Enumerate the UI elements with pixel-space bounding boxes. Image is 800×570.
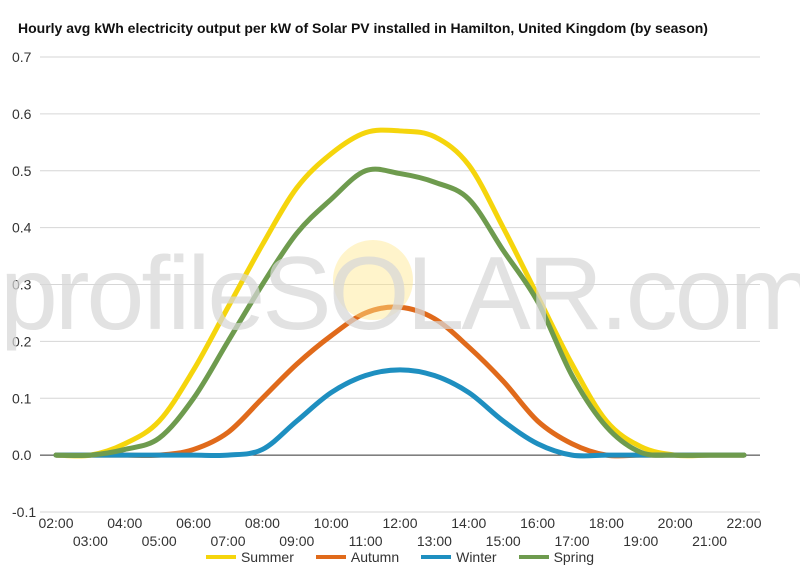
y-tick-label: 0.6 xyxy=(12,106,32,122)
legend-item-autumn[interactable]: Autumn xyxy=(315,549,400,565)
x-tick-label: 08:00 xyxy=(245,515,280,531)
legend-swatch xyxy=(315,555,346,559)
x-tick-label: 10:00 xyxy=(314,515,349,531)
x-tick-label: 20:00 xyxy=(658,515,693,531)
legend-swatch xyxy=(518,555,549,559)
legend-swatch xyxy=(205,555,236,559)
chart-title: Hourly avg kWh electricity output per kW… xyxy=(18,20,708,36)
x-tick-label: 17:00 xyxy=(554,533,589,549)
x-tick-label: 05:00 xyxy=(142,533,177,549)
legend-label: Autumn xyxy=(350,549,400,565)
series-line-autumn xyxy=(53,304,747,459)
legend-item-winter[interactable]: Winter xyxy=(421,549,497,565)
y-tick-label: 0.4 xyxy=(12,220,32,236)
y-tick-label: 0.3 xyxy=(12,277,32,293)
legend-item-spring[interactable]: Spring xyxy=(518,549,595,565)
x-tick-label: 04:00 xyxy=(107,515,142,531)
y-tick-label: 0.5 xyxy=(12,163,32,179)
x-tick-label: 18:00 xyxy=(589,515,624,531)
x-tick-label: 15:00 xyxy=(486,533,521,549)
x-tick-label: 19:00 xyxy=(623,533,658,549)
x-tick-label: 02:00 xyxy=(38,515,73,531)
series-line-summer xyxy=(53,127,747,459)
x-tick-label: 13:00 xyxy=(417,533,452,549)
y-tick-label: 0.0 xyxy=(12,447,32,463)
y-tick-label: 0.7 xyxy=(12,49,32,65)
x-tick-label: 07:00 xyxy=(210,533,245,549)
x-tick-label: 03:00 xyxy=(73,533,108,549)
chart-legend: Summer Autumn Winter Spring xyxy=(0,549,800,565)
x-tick-label: 06:00 xyxy=(176,515,211,531)
x-tick-label: 16:00 xyxy=(520,515,555,531)
x-tick-label: 09:00 xyxy=(279,533,314,549)
x-tick-label: 21:00 xyxy=(692,533,727,549)
legend-label: Summer xyxy=(240,549,294,565)
legend-swatch xyxy=(421,555,452,559)
y-tick-label: 0.2 xyxy=(12,333,32,349)
y-tick-label: -0.1 xyxy=(12,504,36,520)
x-tick-label: 11:00 xyxy=(349,533,383,549)
legend-label: Winter xyxy=(456,549,497,565)
series-line-spring xyxy=(53,166,747,459)
series-line-winter xyxy=(53,367,747,459)
legend-label: Spring xyxy=(553,549,595,565)
x-tick-label: 14:00 xyxy=(451,515,486,531)
y-tick-label: 0.1 xyxy=(12,390,32,406)
x-tick-label: 12:00 xyxy=(382,515,417,531)
x-tick-label: 22:00 xyxy=(726,515,761,531)
legend-item-summer[interactable]: Summer xyxy=(205,549,294,565)
